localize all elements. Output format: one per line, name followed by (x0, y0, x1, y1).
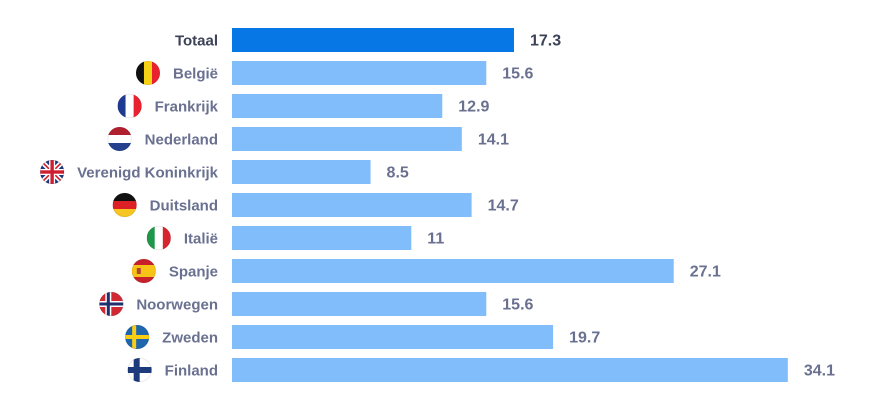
bar (232, 226, 412, 250)
category-label: Finland (165, 363, 218, 380)
bar (232, 28, 514, 52)
bar (232, 259, 674, 283)
belgium-flag-icon (135, 60, 161, 86)
bar (232, 325, 554, 349)
category-label: Nederland (145, 132, 218, 149)
finland-flag-icon (127, 357, 152, 383)
value-label: 17.3 (530, 33, 561, 50)
value-label: 27.1 (690, 264, 721, 281)
bar (232, 127, 462, 151)
netherlands-flag-icon (107, 126, 132, 152)
france-flag-icon (117, 93, 142, 119)
category-label: Italië (184, 231, 218, 248)
bar (232, 160, 371, 184)
category-label: België (173, 66, 218, 83)
norway-flag-icon (99, 291, 124, 317)
bar (232, 358, 788, 382)
bar (232, 193, 472, 217)
italy-flag-icon (146, 225, 172, 251)
bar (232, 61, 487, 85)
category-label: Verenigd Koninkrijk (77, 165, 219, 182)
spain-flag-icon (131, 258, 157, 284)
category-label: Duitsland (150, 198, 218, 215)
value-label: 14.7 (488, 198, 519, 215)
value-label: 8.5 (387, 165, 409, 182)
value-label: 19.7 (569, 330, 600, 347)
category-label: Zweden (162, 330, 218, 347)
value-label: 34.1 (804, 363, 835, 380)
uk-flag-icon (39, 159, 65, 185)
category-label: Noorwegen (136, 297, 218, 314)
sweden-flag-icon (124, 324, 150, 350)
value-label: 11 (427, 231, 444, 248)
category-label: Frankrijk (155, 99, 219, 116)
value-label: 15.6 (502, 66, 533, 83)
bar (232, 292, 487, 316)
category-label: Totaal (175, 33, 218, 50)
value-label: 14.1 (478, 132, 509, 149)
bar (232, 94, 443, 118)
value-label: 15.6 (502, 297, 533, 314)
value-label: 12.9 (458, 99, 489, 116)
category-label: Spanje (169, 264, 218, 281)
germany-flag-icon (112, 192, 137, 218)
